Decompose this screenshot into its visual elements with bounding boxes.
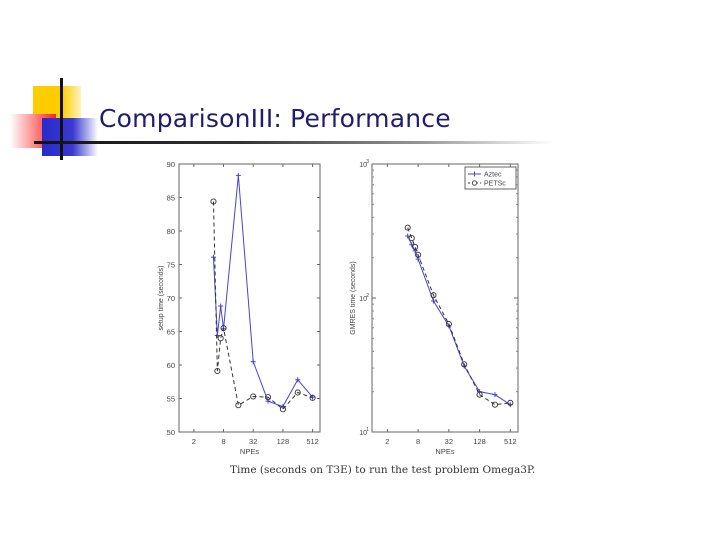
y-tick-label: 70 [167, 294, 175, 303]
aztec-line [407, 235, 511, 406]
title-underline [34, 141, 554, 144]
x-tick-label: 32 [445, 437, 453, 446]
petsc-marker [408, 235, 415, 242]
x-tick-label: 512 [504, 437, 517, 446]
x-tick-label: 2 [385, 437, 389, 446]
petsc-marker [430, 292, 437, 299]
plot-area [371, 163, 519, 433]
petsc-marker [279, 406, 286, 413]
petsc-marker [220, 325, 227, 332]
petsc-line [212, 201, 313, 410]
y-axis-label: setup time (seconds) [158, 266, 165, 331]
legend-label-petsc: PETSc [484, 181, 506, 188]
x-tick-label: 128 [277, 437, 290, 446]
petsc-marker [415, 251, 422, 258]
petsc-marker [445, 320, 452, 328]
petsc-marker [214, 367, 221, 375]
petsc-marker [507, 399, 514, 406]
petsc-marker [294, 389, 301, 396]
y-axis-label: GMRES time (seconds) [350, 261, 357, 335]
y-tick-label: 60 [167, 361, 175, 370]
petsc-marker [235, 402, 242, 409]
slide-title: ComparisonIII: Performance [99, 104, 451, 133]
y-tick-label: 75 [167, 261, 175, 270]
y-tick-label: 10 [359, 162, 367, 169]
x-tick-label: 2 [192, 437, 196, 446]
y-tick-label: 90 [167, 160, 175, 169]
petsc-marker [217, 335, 224, 342]
x-axis-label: NPEs [240, 447, 259, 456]
y-tick-exponent: 1 [366, 427, 369, 433]
x-tick-label: 8 [221, 437, 225, 446]
y-tick-label: 10 [359, 430, 367, 437]
y-tick-label: 80 [167, 227, 175, 236]
petsc-marker [491, 401, 498, 408]
petsc-line [407, 227, 511, 406]
petsc-marker [265, 394, 272, 401]
figure-caption: Time (seconds on T3E) to run the test pr… [230, 464, 536, 476]
plot-area [178, 163, 321, 433]
aztec-line [212, 175, 313, 408]
y-tick-exponent: 3 [366, 159, 369, 165]
decor-vertical-line [60, 78, 63, 160]
x-tick-label: 128 [473, 437, 486, 446]
x-tick-label: 8 [416, 437, 420, 446]
petsc-marker [309, 394, 316, 401]
petsc-marker [404, 224, 411, 231]
y-tick-label: 55 [167, 395, 175, 404]
petsc-marker [412, 244, 419, 251]
x-tick-label: 32 [249, 437, 257, 446]
x-axis-label: NPEs [435, 447, 454, 456]
y-tick-label: 85 [167, 194, 175, 203]
y-tick-label: 50 [167, 428, 175, 437]
petsc-marker [476, 391, 483, 398]
petsc-marker [210, 198, 217, 205]
petsc-marker [461, 361, 468, 368]
y-tick-label: 10 [359, 296, 367, 303]
decor-blue-square [42, 118, 98, 156]
y-tick-label: 65 [167, 328, 175, 337]
y-tick-exponent: 2 [366, 293, 369, 299]
legend-label-aztec: Aztec [484, 172, 502, 179]
petsc-marker [250, 393, 257, 400]
x-tick-label: 512 [306, 437, 319, 446]
